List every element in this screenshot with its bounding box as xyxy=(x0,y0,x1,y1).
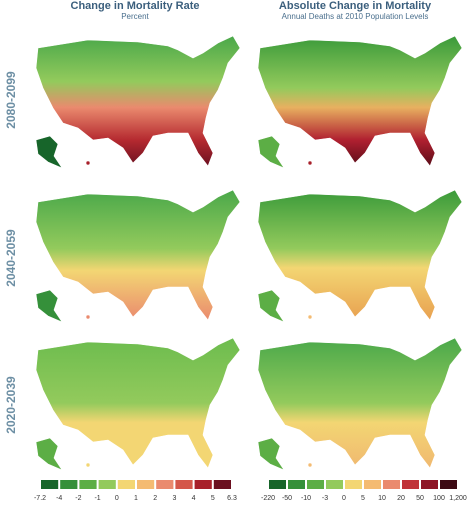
legend-label: 5 xyxy=(361,495,365,502)
legend-label: -3 xyxy=(322,495,328,502)
legend-label: 0 xyxy=(115,495,119,502)
legend-swatch xyxy=(345,480,362,489)
map xyxy=(35,189,241,323)
legend-swatch xyxy=(288,480,305,489)
map xyxy=(35,337,241,471)
legend-label: 10 xyxy=(378,495,386,502)
legend-swatch xyxy=(326,480,343,489)
legend-swatch xyxy=(137,480,155,489)
legend-swatch xyxy=(307,480,324,489)
legend-label: 2 xyxy=(153,495,157,502)
legend-swatch xyxy=(383,480,400,489)
legend-swatch xyxy=(117,480,135,489)
legend-swatch xyxy=(194,480,212,489)
left-title: Change in Mortality Rate xyxy=(71,0,200,12)
right-subtitle: Annual Deaths at 2010 Population Levels xyxy=(282,12,429,21)
legend-label: 1 xyxy=(134,495,138,502)
legend-swatch xyxy=(213,480,231,489)
legend-label: 3 xyxy=(172,495,176,502)
legend-swatch xyxy=(440,480,457,489)
legend-swatch xyxy=(60,480,78,489)
legend-label: -2 xyxy=(75,495,81,502)
legend-swatch xyxy=(175,480,193,489)
legend-swatch xyxy=(402,480,419,489)
legend-label: 0 xyxy=(342,495,346,502)
map xyxy=(257,337,463,471)
legend-label: -1 xyxy=(94,495,100,502)
legend-swatch xyxy=(364,480,381,489)
map xyxy=(257,189,463,323)
legend-swatch xyxy=(79,480,97,489)
map xyxy=(35,35,241,169)
legend-swatch xyxy=(269,480,286,489)
legend-label: 100 xyxy=(433,495,445,502)
legend-label: -4 xyxy=(56,495,62,502)
legend-label: -10 xyxy=(301,495,311,502)
legend-label: 5 xyxy=(211,495,215,502)
legend-label: -50 xyxy=(282,495,292,502)
legend-label: 20 xyxy=(397,495,405,502)
legend-label: 4 xyxy=(192,495,196,502)
legend-swatch xyxy=(156,480,174,489)
legend-label: -7.2 xyxy=(34,495,46,502)
legend-label: 1,200 xyxy=(449,495,467,502)
row-label: 2020-2039 xyxy=(4,376,18,434)
map xyxy=(257,35,463,169)
legend-swatch xyxy=(41,480,59,489)
right-title: Absolute Change in Mortality xyxy=(279,0,432,12)
row-label: 2040-2059 xyxy=(4,229,18,287)
legend-label: 50 xyxy=(416,495,424,502)
legend-label: -220 xyxy=(261,495,275,502)
legend-label: 6.3 xyxy=(227,495,237,502)
left-subtitle: Percent xyxy=(121,12,149,21)
legend-swatch xyxy=(98,480,116,489)
row-label: 2080-2099 xyxy=(4,71,18,129)
legend-swatch xyxy=(421,480,438,489)
